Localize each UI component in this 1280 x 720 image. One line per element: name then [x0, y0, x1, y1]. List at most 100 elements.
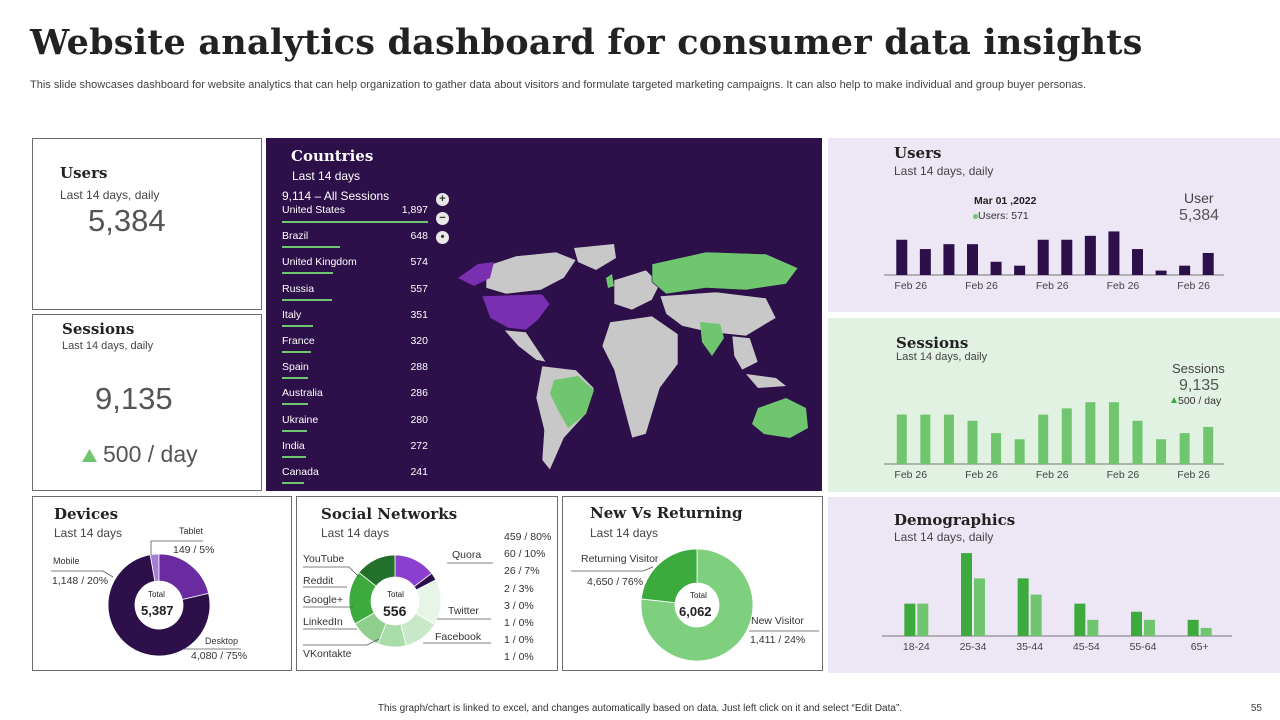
country-row[interactable]: France 320 [282, 335, 428, 361]
bar[interactable] [1203, 426, 1214, 464]
returning-center-label: Total [690, 591, 707, 600]
sessions-panel-title: Sessions [896, 334, 969, 352]
bar[interactable] [1085, 402, 1096, 464]
country-row[interactable]: Australia 286 [282, 387, 428, 413]
x-tick-label: 25-34 [960, 641, 987, 653]
bar[interactable] [1187, 619, 1199, 636]
bar[interactable] [943, 244, 955, 275]
social-name-quora: Quora [452, 549, 482, 561]
returning-visitor-value: 4,650 / 76% [587, 576, 644, 588]
bar[interactable] [1084, 235, 1096, 275]
country-row[interactable]: Spain 288 [282, 361, 428, 387]
country-row[interactable]: India 272 [282, 440, 428, 466]
map-europe[interactable] [613, 269, 661, 311]
devices-mobile-value: 1,148 / 20% [52, 575, 109, 587]
country-row[interactable]: Ukraine 280 [282, 414, 428, 440]
zoom-in-button[interactable]: + [436, 193, 449, 206]
users-card-title: Users [60, 164, 108, 182]
bar[interactable] [1179, 265, 1191, 275]
sessions-card: Sessions Last 14 days, daily 9,135 500 /… [32, 314, 262, 491]
bar[interactable] [1200, 627, 1212, 636]
bar[interactable] [1132, 249, 1143, 275]
country-name: United Kingdom [282, 256, 357, 269]
bar[interactable] [1074, 603, 1086, 636]
donut-slice[interactable] [358, 554, 396, 587]
bar[interactable] [896, 239, 908, 275]
map-mexico[interactable] [503, 329, 547, 363]
donut-slice[interactable] [107, 554, 211, 657]
bar[interactable] [974, 578, 985, 636]
country-row[interactable]: United Kingdom 574 [282, 256, 428, 282]
bar[interactable] [896, 414, 907, 464]
bar[interactable] [1017, 578, 1029, 636]
bar[interactable] [967, 420, 978, 464]
bar[interactable] [1014, 439, 1025, 464]
bar[interactable] [917, 603, 929, 636]
bar[interactable] [1087, 619, 1099, 636]
country-row[interactable]: Brazil 648 [282, 230, 428, 256]
bar[interactable] [904, 603, 916, 636]
map-alaska[interactable] [458, 262, 494, 286]
bar[interactable] [920, 414, 931, 464]
donut-slice[interactable] [640, 548, 698, 604]
returning-sub: Last 14 days [590, 526, 659, 540]
zoom-out-button[interactable]: − [436, 212, 449, 225]
map-brazil[interactable] [550, 376, 594, 428]
users-tooltip-value: Users: 571 [978, 210, 1029, 222]
bar[interactable] [1132, 420, 1143, 464]
bar[interactable] [1014, 265, 1026, 275]
bar[interactable] [1108, 402, 1119, 464]
map-asia[interactable] [659, 291, 777, 337]
devices-title: Devices [54, 505, 119, 523]
x-tick-label: 55-64 [1130, 641, 1157, 653]
bar[interactable] [1202, 252, 1214, 275]
map-uk[interactable] [606, 274, 614, 288]
country-row[interactable]: Canada 241 [282, 466, 428, 492]
map-india[interactable] [700, 322, 724, 356]
map-australia[interactable] [752, 398, 808, 438]
map-indonesia[interactable] [746, 374, 786, 388]
bar[interactable] [1108, 231, 1120, 275]
bar[interactable] [1155, 270, 1167, 275]
country-row[interactable]: Russia 557 [282, 283, 428, 309]
devices-tablet-value: 149 / 5% [173, 544, 215, 556]
social-name-youtube: YouTube [303, 553, 345, 565]
sessions-summary-value: 9,135 [1179, 377, 1220, 394]
country-name: Australia [282, 387, 323, 400]
bar[interactable] [990, 261, 1002, 275]
donut-slice[interactable] [158, 553, 210, 601]
social-value: 1 / 0% [504, 634, 534, 647]
map-usa[interactable] [481, 293, 551, 331]
devices-card: Devices Last 14 days Tablet 149 / 5% Mob… [32, 496, 292, 671]
bar[interactable] [1030, 594, 1042, 636]
sessions-card-title: Sessions [62, 320, 135, 338]
map-greenland[interactable] [574, 244, 616, 270]
reset-view-button[interactable]: • [436, 231, 449, 244]
bar[interactable] [1061, 408, 1072, 464]
country-row[interactable]: United States 1,897 [282, 204, 428, 230]
users-summary-value: 5,384 [1179, 207, 1220, 224]
country-value: 1,897 [401, 204, 428, 216]
map-canada[interactable] [485, 251, 577, 295]
bar[interactable] [1131, 611, 1142, 636]
bar[interactable] [1156, 439, 1167, 464]
map-africa[interactable] [601, 315, 679, 439]
country-bar [282, 377, 308, 380]
leader-line [150, 540, 203, 555]
country-row[interactable]: Italy 351 [282, 309, 428, 335]
bar[interactable] [991, 433, 1002, 464]
social-sub: Last 14 days [321, 526, 390, 540]
donut-slice[interactable] [640, 548, 754, 662]
bar[interactable] [943, 414, 954, 464]
bar[interactable] [1179, 433, 1190, 464]
country-name: Spain [282, 361, 309, 374]
map-se-asia[interactable] [731, 335, 759, 371]
bar[interactable] [967, 244, 978, 275]
bar[interactable] [1144, 619, 1155, 636]
map-russia[interactable] [651, 251, 799, 295]
bar[interactable] [1038, 414, 1049, 464]
bar[interactable] [1037, 239, 1049, 275]
bar[interactable] [961, 553, 972, 636]
bar[interactable] [1061, 239, 1073, 275]
bar[interactable] [919, 249, 931, 275]
